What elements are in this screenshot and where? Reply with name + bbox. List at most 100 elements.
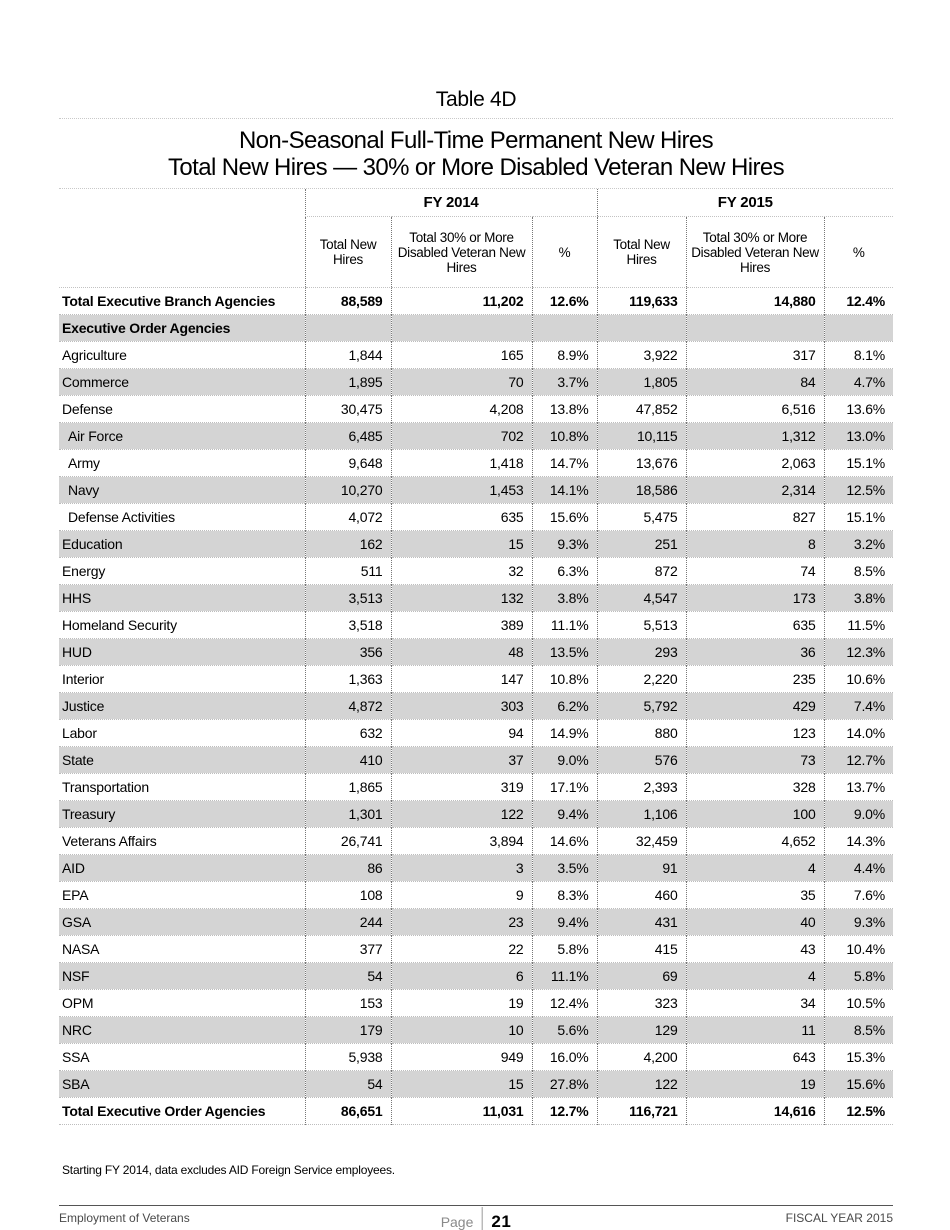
- value-cell: 2,314: [685, 476, 825, 504]
- table-row: Defense 30,475 4,208 13.8% 47,852 6,516 13.6%: [59, 395, 894, 423]
- value-cell: 9.3%: [531, 530, 598, 558]
- value-cell: 11,202: [390, 287, 532, 315]
- agency-cell: Total Executive Branch Agencies: [62, 293, 276, 309]
- value-cell: 4.7%: [823, 368, 894, 396]
- table-row: SSA 5,938 949 16.0% 4,200 643 15.3%: [59, 1043, 894, 1071]
- value-cell: 12.5%: [823, 476, 894, 504]
- table-row: EPA 108 9 8.3% 460 35 7.6%: [59, 881, 894, 909]
- value-cell: 147: [390, 665, 532, 693]
- value-cell: 2,393: [596, 773, 687, 801]
- value-cell: 23: [390, 908, 532, 936]
- value-cell: 13,676: [596, 449, 687, 477]
- value-cell: 9: [390, 881, 532, 909]
- agency-cell: Agriculture: [62, 347, 127, 363]
- value-cell: 6,516: [685, 395, 825, 423]
- value-cell: 18,586: [596, 476, 687, 504]
- value-cell: 1,895: [304, 368, 391, 396]
- value-cell: 179: [304, 1016, 391, 1044]
- value-cell: 54: [304, 1070, 391, 1098]
- value-cell: 19: [685, 1070, 825, 1098]
- page-content: Table 4D Non-Seasonal Full-Time Permanen…: [59, 0, 894, 1230]
- value-cell: 5.8%: [823, 962, 894, 990]
- value-cell: 9.0%: [531, 746, 598, 774]
- value-cell: 40: [685, 908, 825, 936]
- value-cell: 5.8%: [531, 935, 598, 963]
- value-cell: [304, 314, 391, 342]
- value-cell: 13.7%: [823, 773, 894, 801]
- value-cell: 14.0%: [823, 719, 894, 747]
- value-cell: 4,547: [596, 584, 687, 612]
- value-cell: 632: [304, 719, 391, 747]
- value-cell: 14,616: [685, 1097, 825, 1125]
- value-cell: 8.9%: [531, 341, 598, 369]
- agency-cell: Energy: [62, 563, 106, 579]
- table-title-line2: Total New Hires — 30% or More Disabled V…: [168, 154, 785, 181]
- value-cell: 10.6%: [823, 665, 894, 693]
- value-cell: 643: [685, 1043, 825, 1071]
- value-cell: 123: [685, 719, 825, 747]
- value-cell: 94: [390, 719, 532, 747]
- value-cell: 88,589: [304, 287, 391, 315]
- table-row: HUD 356 48 13.5% 293 36 12.3%: [59, 638, 894, 666]
- table-number-heading: Table 4D: [59, 0, 893, 119]
- page-number-block: Page 21: [441, 1206, 512, 1230]
- value-cell: 14.6%: [531, 827, 598, 855]
- value-cell: 14.1%: [531, 476, 598, 504]
- agency-header-spacer: [59, 189, 305, 217]
- fy2014-percent-header: %: [531, 216, 598, 288]
- value-cell: 14.3%: [823, 827, 894, 855]
- value-cell: 12.5%: [823, 1097, 894, 1125]
- value-cell: [531, 314, 598, 342]
- table-row: Interior 1,363 147 10.8% 2,220 235 10.6%: [59, 665, 894, 693]
- value-cell: 15.1%: [823, 503, 894, 531]
- value-cell: 319: [390, 773, 532, 801]
- value-cell: 389: [390, 611, 532, 639]
- page-footer: Employment of Veterans Page 21 FISCAL YE…: [59, 1205, 893, 1230]
- agency-cell: NSF: [62, 968, 90, 984]
- value-cell: 19: [390, 989, 532, 1017]
- value-cell: 7.6%: [823, 881, 894, 909]
- table-row: Defense Activities 4,072 635 15.6% 5,475 827 1…: [59, 503, 894, 531]
- table-row: NRC 179 10 5.6% 129 11 8.5%: [59, 1016, 894, 1044]
- value-cell: 26,741: [304, 827, 391, 855]
- value-cell: 91: [596, 854, 687, 882]
- value-cell: 244: [304, 908, 391, 936]
- value-cell: 13.5%: [531, 638, 598, 666]
- value-cell: 70: [390, 368, 532, 396]
- value-cell: 3,894: [390, 827, 532, 855]
- page-number: 21: [491, 1212, 512, 1230]
- value-cell: 702: [390, 422, 532, 450]
- agency-cell: Education: [62, 536, 123, 552]
- agency-cell: GSA: [62, 914, 91, 930]
- value-cell: 9.4%: [531, 800, 598, 828]
- value-cell: [685, 314, 825, 342]
- table-row: OPM 153 19 12.4% 323 34 10.5%: [59, 989, 894, 1017]
- value-cell: 317: [685, 341, 825, 369]
- value-cell: 11.1%: [531, 962, 598, 990]
- value-cell: 108: [304, 881, 391, 909]
- value-cell: 4,652: [685, 827, 825, 855]
- value-cell: 86,651: [304, 1097, 391, 1125]
- value-cell: 73: [685, 746, 825, 774]
- agency-cell: Army: [68, 455, 100, 471]
- value-cell: 460: [596, 881, 687, 909]
- value-cell: 4,872: [304, 692, 391, 720]
- value-cell: 3,518: [304, 611, 391, 639]
- table-row: Homeland Security 3,518 389 11.1% 5,513 635 11…: [59, 611, 894, 639]
- value-cell: 17.1%: [531, 773, 598, 801]
- value-cell: 11.1%: [531, 611, 598, 639]
- table-row: NSF 54 6 11.1% 69 4 5.8%: [59, 962, 894, 990]
- value-cell: [390, 314, 532, 342]
- footer-fiscal-year: FISCAL YEAR 2015: [785, 1211, 893, 1225]
- agency-cell: Treasury: [62, 806, 116, 822]
- value-cell: 116,721: [596, 1097, 687, 1125]
- value-cell: 12.4%: [531, 989, 598, 1017]
- fy2014-disabled-veteran-header: Total 30% or More Disabled Veteran New H…: [390, 216, 532, 288]
- value-cell: 132: [390, 584, 532, 612]
- value-cell: 4,072: [304, 503, 391, 531]
- value-cell: 1,106: [596, 800, 687, 828]
- table-row: Transportation 1,865 319 17.1% 2,393 328 13.7%: [59, 773, 894, 801]
- value-cell: 3.7%: [531, 368, 598, 396]
- fy2014-total-new-hires-header: Total New Hires: [304, 216, 391, 288]
- new-hires-table: FY 2014 FY 2015 Total New Hires Total 30…: [59, 189, 894, 1125]
